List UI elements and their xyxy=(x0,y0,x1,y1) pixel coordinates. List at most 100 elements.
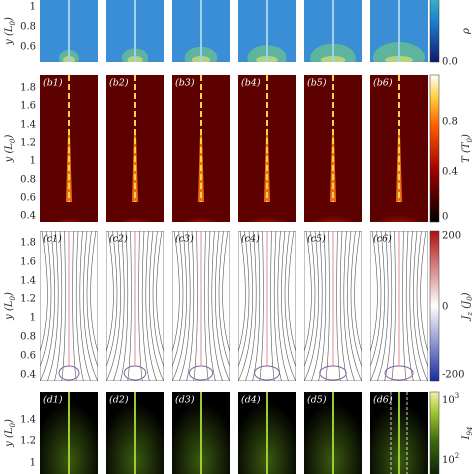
panel-label: (d2) xyxy=(109,395,129,406)
y-tick-label: 1.2 xyxy=(20,138,36,149)
panel-label: (c3) xyxy=(175,234,194,245)
panel-label: (c4) xyxy=(241,234,260,245)
field-line xyxy=(86,231,98,368)
field-line xyxy=(238,231,253,381)
subscript: 0 xyxy=(9,138,17,143)
label-part: y (L xyxy=(4,427,15,448)
colorbar-tick-label: 0.4 xyxy=(442,167,458,178)
subscript: 94 xyxy=(466,427,474,436)
field-line xyxy=(120,231,129,381)
panel-label: (d5) xyxy=(307,395,327,406)
y-tick-label: 1.4 xyxy=(20,415,36,426)
panel xyxy=(106,0,164,62)
colorbar-tick-label: 200 xyxy=(442,231,461,242)
field-line xyxy=(336,231,341,381)
field-line xyxy=(416,231,428,368)
field-line xyxy=(113,231,125,381)
field-line xyxy=(207,231,216,381)
field-line xyxy=(179,231,191,381)
y-tick-label: 0.8 xyxy=(20,175,36,186)
panel xyxy=(40,0,98,62)
field-line xyxy=(152,231,164,368)
tick-base: 10 xyxy=(442,455,455,466)
panel-label: (b2) xyxy=(109,78,129,89)
panel-label: (d4) xyxy=(241,395,261,406)
y-tick-label: 0.4 xyxy=(20,370,36,381)
panel xyxy=(304,0,362,62)
colorbar-tick-label: 0 xyxy=(442,212,448,223)
panel xyxy=(304,75,362,222)
panel xyxy=(304,392,362,474)
panel xyxy=(370,0,428,62)
field-line xyxy=(347,231,362,381)
temperature-mound xyxy=(47,202,91,222)
field-line xyxy=(238,231,250,368)
field-line xyxy=(370,231,385,381)
panel xyxy=(304,231,362,381)
field-line xyxy=(354,231,362,353)
panel xyxy=(172,0,230,62)
field-line xyxy=(284,231,296,368)
label-part: I xyxy=(461,434,472,440)
y-tick-label: 0.4 xyxy=(20,211,36,222)
panel-label: (c5) xyxy=(307,234,326,245)
field-line xyxy=(145,231,157,381)
colorbar-tick-label: 103 xyxy=(442,392,459,406)
subscript: 0 xyxy=(9,423,17,428)
panel-label: (b1) xyxy=(43,78,63,89)
panel-label: (b6) xyxy=(373,78,393,89)
label-part: y (L xyxy=(4,300,15,321)
label-part: y (L xyxy=(4,25,15,46)
field-line xyxy=(156,231,164,353)
panel xyxy=(106,75,164,222)
field-line xyxy=(259,231,264,381)
field-line xyxy=(370,231,382,368)
field-line xyxy=(343,231,355,381)
field-line xyxy=(370,231,378,353)
field-line xyxy=(61,231,66,381)
field-line xyxy=(245,231,257,381)
field-line xyxy=(222,231,230,353)
panel-label: (b5) xyxy=(307,78,327,89)
panel-label: (c2) xyxy=(109,234,128,245)
label-part: ) xyxy=(4,17,15,22)
colorbar-label: ρ xyxy=(461,28,472,35)
panel-label: (d1) xyxy=(43,395,63,406)
field-line xyxy=(72,231,77,381)
subscript: 0 xyxy=(466,137,474,142)
field-line xyxy=(325,231,330,381)
subscript: 0 xyxy=(9,296,17,301)
y-tick-label: 0.8 xyxy=(20,332,36,343)
label-part: J xyxy=(461,315,472,322)
label-part: ρ xyxy=(461,28,472,35)
field-line xyxy=(281,231,296,381)
field-line xyxy=(304,231,319,381)
panel xyxy=(106,231,164,381)
field-line xyxy=(304,231,316,368)
field-line xyxy=(40,231,48,353)
field-line xyxy=(106,231,114,353)
label-part: (J xyxy=(461,300,472,312)
field-line xyxy=(90,231,98,353)
label-part: ) xyxy=(461,292,472,297)
panel xyxy=(238,231,296,381)
field-line xyxy=(273,231,282,381)
panel xyxy=(172,231,230,381)
panel-label: (b4) xyxy=(241,78,261,89)
field-line xyxy=(172,231,184,368)
field-line xyxy=(377,231,389,381)
label-part: y (L xyxy=(4,143,15,164)
temperature-mound xyxy=(173,194,229,222)
y-tick-label: 1.4 xyxy=(20,120,36,131)
field-line xyxy=(75,231,84,381)
subscript: z xyxy=(466,312,474,317)
temperature-mound xyxy=(238,191,296,222)
field-line xyxy=(218,231,230,368)
y-axis-label: y (L0) xyxy=(4,292,18,321)
panel xyxy=(172,392,230,474)
y-tick-label: 1.6 xyxy=(20,257,36,268)
field-line xyxy=(40,231,55,381)
y-tick-label: 1 xyxy=(30,156,36,167)
field-line xyxy=(413,231,428,381)
